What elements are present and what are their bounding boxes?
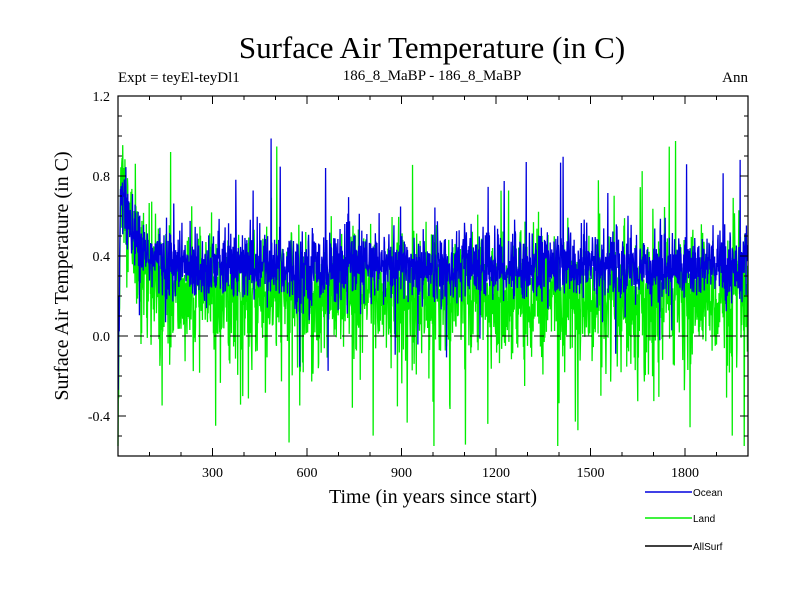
- y-tick-label: -0.4: [88, 410, 110, 425]
- y-tick-label: 0.8: [93, 170, 111, 185]
- y-tick-label: 0.4: [93, 250, 111, 265]
- legend: Ocean Land AllSurf: [645, 488, 723, 553]
- chart-subtitle: 186_8_MaBP - 186_8_MaBP: [343, 68, 522, 84]
- expt-label: Expt = teyEl-teyDl1: [118, 70, 240, 86]
- x-tick-label: 1800: [671, 466, 699, 481]
- x-tick-label: 300: [202, 466, 223, 481]
- series-ocean-line: [117, 138, 749, 391]
- plot-area: [117, 138, 749, 447]
- x-tick-label: 1500: [577, 466, 605, 481]
- y-axis: -0.4 0.0 0.4 0.8 1.2: [88, 90, 748, 457]
- x-tick-label: 1200: [482, 466, 510, 481]
- x-tick-label: 900: [391, 466, 412, 481]
- x-tick-label: 600: [297, 466, 318, 481]
- x-axis: 300 600 900 1200 1500 1800: [149, 96, 717, 481]
- y-tick-label: 1.2: [93, 90, 111, 105]
- y-axis-label: Surface Air Temperature (in C): [51, 151, 73, 400]
- legend-label-land: Land: [693, 514, 715, 525]
- x-axis-label: Time (in years since start): [329, 486, 537, 508]
- legend-label-ocean: Ocean: [693, 488, 722, 499]
- y-tick-label: 0.0: [93, 330, 111, 345]
- period-label: Ann: [722, 70, 748, 86]
- chart-title: Surface Air Temperature (in C): [239, 30, 625, 65]
- legend-label-allsurf: AllSurf: [693, 542, 723, 553]
